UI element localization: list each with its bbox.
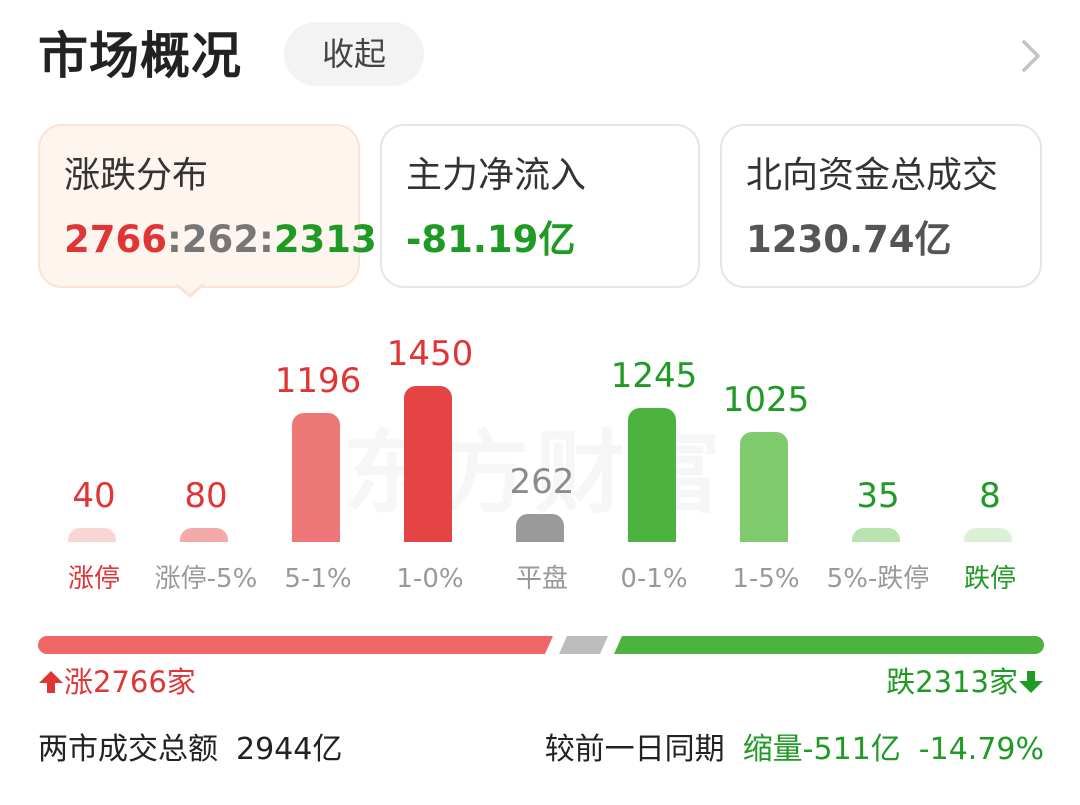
turnover-label: 两市成交总额 [38, 732, 218, 767]
separator: : [259, 218, 274, 261]
bar-column: 80 涨停-5% [150, 320, 262, 610]
bar [852, 528, 900, 542]
bar-category-label: 跌停 [963, 564, 1016, 594]
bar [404, 386, 452, 542]
collapse-button[interactable]: 收起 [284, 22, 424, 86]
down-count-value: 2313 [273, 218, 377, 261]
bar-column: 8 跌停 [934, 320, 1046, 610]
card-label: 涨跌分布 [64, 155, 209, 196]
bar-column: 1025 1-5% [710, 320, 822, 610]
card-advance-decline[interactable]: 涨跌分布 2766:262:2313 [38, 124, 377, 288]
ratio-flat-segment [559, 636, 608, 654]
bar-category-label: 5-1% [284, 564, 352, 594]
bar-category-label: 1-5% [732, 564, 800, 594]
flat-count-value: 262 [181, 218, 260, 261]
bar [180, 528, 228, 542]
card-northbound-turnover[interactable]: 北向资金总成交 1230.74亿 [720, 124, 1042, 288]
card-label: 主力净流入 [406, 155, 587, 196]
compare-label: 较前一日同期 [544, 732, 725, 767]
change-amount: 缩量-511亿 [742, 732, 901, 767]
bar-column: 1196 5-1% [262, 320, 374, 610]
separator: : [166, 218, 182, 261]
bar-value-label: 1245 [610, 356, 698, 396]
main-net-inflow-value: -81.19亿 [406, 218, 576, 261]
bar [68, 528, 116, 542]
advance-decline-ratio-bar [38, 636, 1044, 654]
down-count: 跌2313家 [886, 664, 1044, 700]
bar-column: 40 涨停 [38, 320, 150, 610]
up-count-text: 涨2766家 [64, 665, 196, 699]
up-count: 涨2766家 [38, 664, 196, 700]
advance-decline-value: 2766:262:2313 [64, 218, 377, 262]
bar-category-label: 涨停 [67, 564, 120, 594]
chevron-right-icon[interactable] [1016, 36, 1046, 76]
bar-column: 1450 1-0% [374, 320, 486, 610]
bar [516, 514, 564, 542]
summary-cards: 涨跌分布 2766:262:2313 主力净流入 -81.19亿 北向资金总成交… [38, 124, 1042, 298]
bar [964, 528, 1012, 542]
bar [628, 408, 676, 542]
northbound-turnover-value: 1230.74亿 [746, 218, 952, 261]
bar-category-label: 0-1% [620, 564, 688, 594]
ratio-up-segment [38, 636, 553, 654]
bar-column: 1245 0-1% [598, 320, 710, 610]
bar-value-label: 35 [856, 476, 900, 516]
market-overview-header: 市场概况 收起 [38, 22, 1048, 92]
bar-value-label: 80 [184, 476, 228, 516]
bar-value-label: 1196 [274, 361, 362, 401]
ratio-down-segment [614, 636, 1044, 654]
bar-column: 35 5%-跌停 [822, 320, 934, 610]
page-title: 市场概况 [38, 27, 242, 85]
down-count-text: 跌2313家 [886, 665, 1018, 699]
advance-decline-counts: 涨2766家 跌2313家 [38, 664, 1044, 704]
turnover-comparison: 较前一日同期 缩量-511亿 -14.79% [545, 730, 1044, 770]
turnover-value: 2944亿 [236, 732, 343, 767]
bar-category-label: 1-0% [396, 564, 464, 594]
bar [740, 432, 788, 542]
up-count-value: 2766 [64, 218, 167, 261]
bar [292, 413, 340, 542]
arrow-up-icon [39, 671, 63, 693]
bar-category-label: 5%-跌停 [826, 564, 930, 594]
bar-value-label: 1025 [722, 380, 810, 420]
arrow-down-icon [1019, 671, 1043, 693]
bar-value-label: 262 [509, 462, 575, 502]
turnover-footer: 两市成交总额 2944亿 较前一日同期 缩量-511亿 -14.79% [38, 730, 1044, 772]
bar-value-label: 1450 [386, 334, 474, 374]
card-main-net-inflow[interactable]: 主力净流入 -81.19亿 [380, 124, 700, 288]
change-percent: -14.79% [918, 732, 1044, 767]
turnover-total: 两市成交总额 2944亿 [38, 730, 342, 770]
bar-column: 262 平盘 [486, 320, 598, 610]
bar-value-label: 8 [979, 476, 1001, 516]
card-label: 北向资金总成交 [746, 155, 999, 196]
change-distribution-chart: 东方财富 40涨停80涨停-5%11965-1%14501-0%262平盘124… [38, 320, 1048, 610]
bar-value-label: 40 [72, 476, 116, 516]
bar-category-label: 平盘 [515, 564, 568, 594]
active-card-pointer-fill [176, 282, 204, 294]
bar-category-label: 涨停-5% [154, 564, 258, 594]
